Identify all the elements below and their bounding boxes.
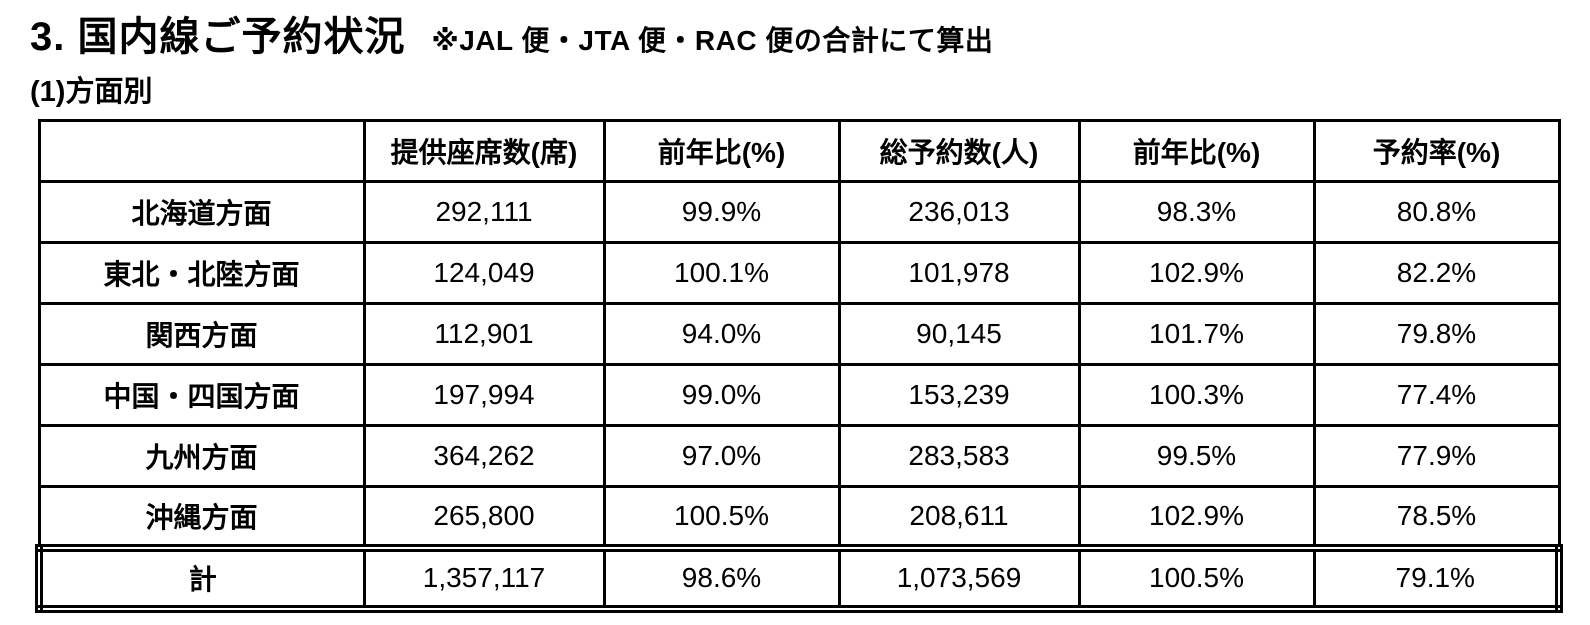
total-seats-yoy-cell: 98.6%	[602, 543, 841, 613]
table-body: 北海道方面 292,111 99.9% 236,013 98.3% 80.8% …	[35, 180, 1563, 613]
seats-yoy-cell: 100.5%	[602, 485, 841, 549]
reservations-yoy-cell: 98.3%	[1077, 180, 1316, 244]
seats-offered-cell: 364,262	[362, 424, 606, 488]
seats-offered-cell: 265,800	[362, 485, 606, 549]
seats-yoy-cell: 99.0%	[602, 363, 841, 427]
header-total-reservations: 総予約数(人)	[837, 119, 1081, 183]
section-title-line: 3. 国内線ご予約状況 ※JAL 便・JTA 便・RAC 便の合計にて算出	[30, 4, 1590, 62]
row-label-cell: 関西方面	[37, 302, 366, 366]
header-seats-yoy: 前年比(%)	[602, 119, 841, 183]
booking-rate-cell: 82.2%	[1312, 241, 1561, 305]
table-row: 沖縄方面 265,800 100.5% 208,611 102.9% 78.5%	[37, 485, 1561, 549]
row-label-cell: 東北・北陸方面	[37, 241, 366, 305]
seats-yoy-cell: 94.0%	[602, 302, 841, 366]
total-row-label: 計	[35, 543, 366, 613]
seats-offered-cell: 112,901	[362, 302, 606, 366]
total-reservations-cell: 283,583	[837, 424, 1081, 488]
booking-rate-cell: 77.4%	[1312, 363, 1561, 427]
total-reservations-yoy-cell: 100.5%	[1077, 543, 1316, 613]
total-reservations-cell: 153,239	[837, 363, 1081, 427]
reservations-yoy-cell: 99.5%	[1077, 424, 1316, 488]
table-row: 東北・北陸方面 124,049 100.1% 101,978 102.9% 82…	[37, 241, 1561, 305]
row-label-cell: 九州方面	[37, 424, 366, 488]
reservations-yoy-cell: 100.3%	[1077, 363, 1316, 427]
booking-rate-cell: 78.5%	[1312, 485, 1561, 549]
reservations-yoy-cell: 102.9%	[1077, 485, 1316, 549]
header-seats-offered: 提供座席数(席)	[362, 119, 606, 183]
subsection-title: (1)方面別	[30, 76, 153, 108]
booking-rate-cell: 80.8%	[1312, 180, 1561, 244]
total-reservations-cell: 1,073,569	[837, 543, 1081, 613]
seats-offered-cell: 292,111	[362, 180, 606, 244]
booking-rate-cell: 77.9%	[1312, 424, 1561, 488]
table-row: 九州方面 364,262 97.0% 283,583 99.5% 77.9%	[37, 424, 1561, 488]
header-reservations-yoy: 前年比(%)	[1077, 119, 1316, 183]
row-label-cell: 沖縄方面	[37, 485, 366, 549]
seats-yoy-cell: 97.0%	[602, 424, 841, 488]
seats-yoy-cell: 99.9%	[602, 180, 841, 244]
header-blank-cell	[37, 119, 366, 183]
table-row: 中国・四国方面 197,994 99.0% 153,239 100.3% 77.…	[37, 363, 1561, 427]
section-title-note: ※JAL 便・JTA 便・RAC 便の合計にて算出	[431, 25, 994, 56]
seats-offered-cell: 197,994	[362, 363, 606, 427]
booking-rate-cell: 79.8%	[1312, 302, 1561, 366]
row-label-cell: 北海道方面	[37, 180, 366, 244]
total-row: 計 1,357,117 98.6% 1,073,569 100.5% 79.1%	[35, 543, 1563, 613]
total-reservations-cell: 90,145	[837, 302, 1081, 366]
section-title: 3. 国内線ご予約状況	[30, 15, 406, 59]
reservation-status-table: 提供座席数(席) 前年比(%) 総予約数(人) 前年比(%) 予約率(%) 北海…	[35, 119, 1563, 613]
total-seats-cell: 1,357,117	[362, 543, 606, 613]
total-reservations-cell: 236,013	[837, 180, 1081, 244]
seats-offered-cell: 124,049	[362, 241, 606, 305]
reservations-yoy-cell: 102.9%	[1077, 241, 1316, 305]
reservations-yoy-cell: 101.7%	[1077, 302, 1316, 366]
total-booking-rate-cell: 79.1%	[1312, 543, 1563, 613]
seats-yoy-cell: 100.1%	[602, 241, 841, 305]
total-reservations-cell: 208,611	[837, 485, 1081, 549]
row-label-cell: 中国・四国方面	[37, 363, 366, 427]
table-row: 関西方面 112,901 94.0% 90,145 101.7% 79.8%	[37, 302, 1561, 366]
table-row: 北海道方面 292,111 99.9% 236,013 98.3% 80.8%	[37, 180, 1561, 244]
table-header-row: 提供座席数(席) 前年比(%) 総予約数(人) 前年比(%) 予約率(%)	[37, 119, 1561, 183]
total-reservations-cell: 101,978	[837, 241, 1081, 305]
header-booking-rate: 予約率(%)	[1312, 119, 1561, 183]
